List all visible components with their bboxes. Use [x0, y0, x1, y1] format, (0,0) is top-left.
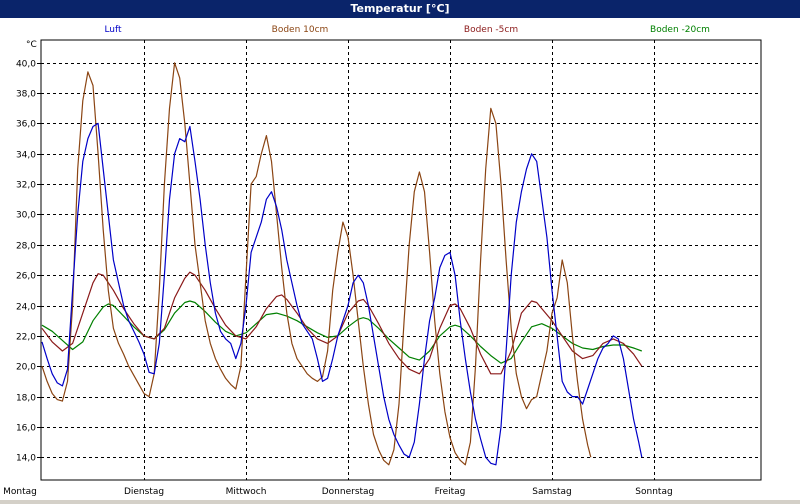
legend-item: Boden -20cm: [650, 25, 710, 35]
y-tick-label: 32,0: [16, 181, 36, 191]
x-day-label: Sonntag: [635, 487, 672, 497]
x-day-label: Samstag: [532, 487, 571, 497]
legend-item: Boden -5cm: [464, 25, 518, 35]
y-tick-label: 14,0: [16, 454, 36, 464]
y-tick-label: 24,0: [16, 303, 36, 313]
plot-frame: [40, 39, 762, 481]
y-tick-label: 36,0: [16, 120, 36, 130]
y-tick-label: 20,0: [16, 363, 36, 373]
y-axis-ticks: 14,0 16,0 18,0 20,0 22,0 24,0 26,0 28,0 30,0 32,0…: [16, 60, 41, 464]
x-day-label: Dienstag: [124, 487, 164, 497]
series-line-boden-20cm: [41, 300, 643, 364]
series-line-luft: [41, 122, 643, 466]
grid: [41, 40, 761, 480]
series-lines: [41, 62, 643, 466]
series-line-boden-10cm: [41, 62, 592, 466]
legend-item: Luft: [104, 25, 122, 35]
y-tick-label: 16,0: [16, 424, 36, 434]
chart-panel: Luft Boden 10cm Boden -5cm Boden -20cm °C 1…: [0, 18, 800, 504]
window-title: Temperatur [°C]: [0, 0, 800, 18]
y-tick-label: 38,0: [16, 90, 36, 100]
x-day-label: Donnerstag: [322, 487, 375, 497]
temperature-chart: Luft Boden 10cm Boden -5cm Boden -20cm °C 1…: [0, 18, 800, 504]
y-tick-label: 30,0: [16, 211, 36, 221]
x-day-label: Mittwoch: [226, 487, 267, 497]
y-tick-label: 28,0: [16, 242, 36, 252]
y-tick-label: 26,0: [16, 272, 36, 282]
legend-item: Boden 10cm: [272, 25, 329, 35]
series-line-boden-5cm: [41, 271, 643, 375]
chart-background: [0, 18, 800, 500]
x-day-label: Freitag: [435, 487, 466, 497]
x-day-label: Montag: [3, 487, 37, 497]
y-axis-unit: °C: [26, 40, 37, 50]
y-tick-label: 22,0: [16, 333, 36, 343]
y-tick-label: 18,0: [16, 394, 36, 404]
legend: Luft Boden 10cm Boden -5cm Boden -20cm: [104, 25, 710, 35]
y-tick-label: 40,0: [16, 60, 36, 70]
y-tick-label: 34,0: [16, 151, 36, 161]
